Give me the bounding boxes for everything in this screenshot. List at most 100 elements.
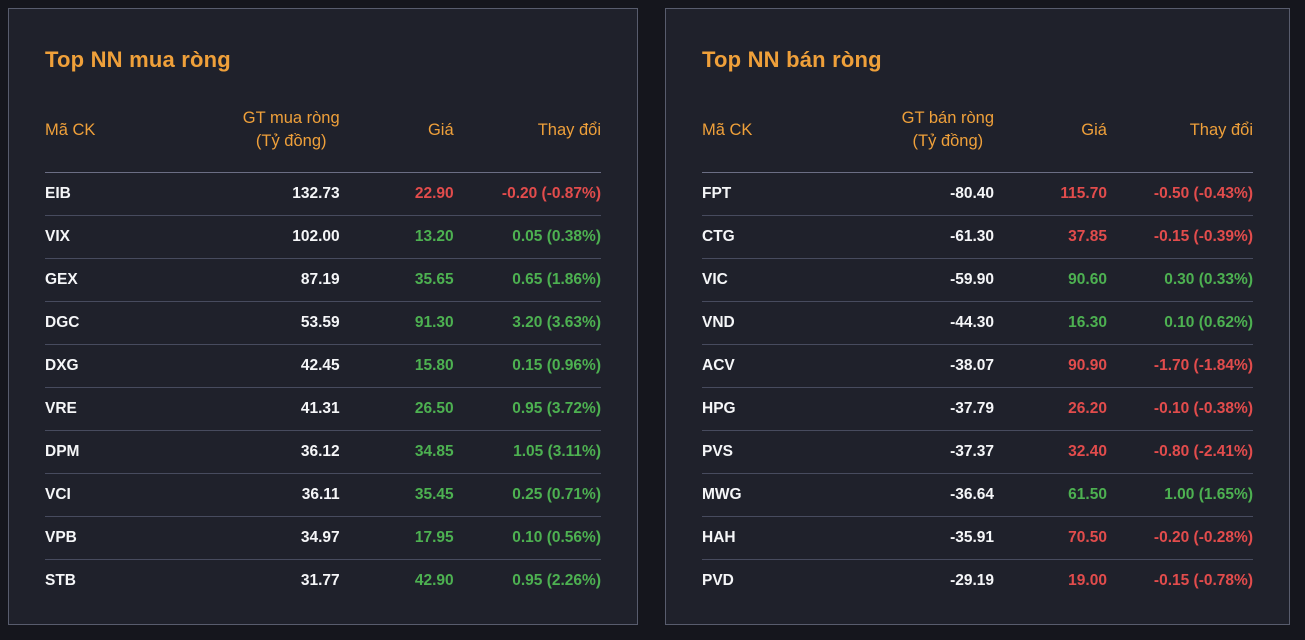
net-value-cell: -35.91 (851, 516, 994, 559)
price-cell: 42.90 (340, 559, 454, 602)
column-header-net-value: GT bán ròng (Tỷ đồng) (851, 97, 994, 172)
net-value-cell: -80.40 (851, 172, 994, 215)
table-header-row: Mã CK GT bán ròng (Tỷ đồng) Giá Thay đổi (702, 97, 1253, 172)
price-cell: 34.85 (340, 430, 454, 473)
net-value-cell: -37.37 (851, 430, 994, 473)
change-cell: -0.80 (-2.41%) (1107, 430, 1253, 473)
symbol-cell: HPG (702, 387, 851, 430)
top-foreign-net-buy-panel: Top NN mua ròng Mã CK GT mua ròng (Tỷ đồ… (8, 8, 638, 625)
symbol-cell: FPT (702, 172, 851, 215)
symbol-cell: VPB (45, 516, 195, 559)
table-row[interactable]: HAH-35.9170.50-0.20 (-0.28%) (702, 516, 1253, 559)
table-row[interactable]: VIX102.0013.200.05 (0.38%) (45, 215, 601, 258)
change-cell: 0.15 (0.96%) (454, 344, 601, 387)
column-header-symbol: Mã CK (702, 97, 851, 172)
column-header-net-value: GT mua ròng (Tỷ đồng) (195, 97, 340, 172)
table-row[interactable]: VIC-59.9090.600.30 (0.33%) (702, 258, 1253, 301)
price-cell: 26.20 (994, 387, 1107, 430)
table-row[interactable]: ACV-38.0790.90-1.70 (-1.84%) (702, 344, 1253, 387)
table-row[interactable]: PVD-29.1919.00-0.15 (-0.78%) (702, 559, 1253, 602)
symbol-cell: VRE (45, 387, 195, 430)
net-value-cell: 41.31 (195, 387, 340, 430)
table-row[interactable]: DXG42.4515.800.15 (0.96%) (45, 344, 601, 387)
column-header-net-value-label: GT mua ròng (243, 107, 340, 130)
change-cell: 0.05 (0.38%) (454, 215, 601, 258)
net-value-cell: -37.79 (851, 387, 994, 430)
net-value-cell: -59.90 (851, 258, 994, 301)
net-buy-table: Mã CK GT mua ròng (Tỷ đồng) Giá Thay đổi… (45, 97, 601, 602)
table-row[interactable]: DPM36.1234.851.05 (3.11%) (45, 430, 601, 473)
price-cell: 35.65 (340, 258, 454, 301)
price-cell: 115.70 (994, 172, 1107, 215)
change-cell: -0.20 (-0.87%) (454, 172, 601, 215)
column-header-net-value-unit: (Tỷ đồng) (243, 130, 340, 153)
price-cell: 17.95 (340, 516, 454, 559)
change-cell: 0.95 (2.26%) (454, 559, 601, 602)
table-row[interactable]: PVS-37.3732.40-0.80 (-2.41%) (702, 430, 1253, 473)
price-cell: 15.80 (340, 344, 454, 387)
column-header-price: Giá (340, 97, 454, 172)
table-row[interactable]: VND-44.3016.300.10 (0.62%) (702, 301, 1253, 344)
net-value-cell: 102.00 (195, 215, 340, 258)
symbol-cell: VND (702, 301, 851, 344)
symbol-cell: VCI (45, 473, 195, 516)
symbol-cell: ACV (702, 344, 851, 387)
price-cell: 35.45 (340, 473, 454, 516)
table-row[interactable]: STB31.7742.900.95 (2.26%) (45, 559, 601, 602)
price-cell: 32.40 (994, 430, 1107, 473)
price-cell: 91.30 (340, 301, 454, 344)
net-value-cell: 87.19 (195, 258, 340, 301)
price-cell: 26.50 (340, 387, 454, 430)
change-cell: -0.50 (-0.43%) (1107, 172, 1253, 215)
change-cell: 0.10 (0.56%) (454, 516, 601, 559)
net-value-cell: 132.73 (195, 172, 340, 215)
table-row[interactable]: VPB34.9717.950.10 (0.56%) (45, 516, 601, 559)
change-cell: 0.30 (0.33%) (1107, 258, 1253, 301)
symbol-cell: VIX (45, 215, 195, 258)
table-row[interactable]: EIB132.7322.90-0.20 (-0.87%) (45, 172, 601, 215)
change-cell: 0.10 (0.62%) (1107, 301, 1253, 344)
symbol-cell: PVS (702, 430, 851, 473)
change-cell: -0.20 (-0.28%) (1107, 516, 1253, 559)
net-sell-table: Mã CK GT bán ròng (Tỷ đồng) Giá Thay đổi… (702, 97, 1253, 602)
symbol-cell: DXG (45, 344, 195, 387)
table-row[interactable]: FPT-80.40115.70-0.50 (-0.43%) (702, 172, 1253, 215)
change-cell: 0.25 (0.71%) (454, 473, 601, 516)
table-row[interactable]: HPG-37.7926.20-0.10 (-0.38%) (702, 387, 1253, 430)
price-cell: 13.20 (340, 215, 454, 258)
price-cell: 16.30 (994, 301, 1107, 344)
change-cell: 0.65 (1.86%) (454, 258, 601, 301)
net-value-cell: -36.64 (851, 473, 994, 516)
panel-title-net-buy: Top NN mua ròng (45, 47, 601, 73)
symbol-cell: CTG (702, 215, 851, 258)
price-cell: 90.60 (994, 258, 1107, 301)
net-value-cell: -44.30 (851, 301, 994, 344)
table-row[interactable]: CTG-61.3037.85-0.15 (-0.39%) (702, 215, 1253, 258)
symbol-cell: PVD (702, 559, 851, 602)
table-row[interactable]: DGC53.5991.303.20 (3.63%) (45, 301, 601, 344)
column-header-net-value-unit: (Tỷ đồng) (902, 130, 994, 153)
symbol-cell: EIB (45, 172, 195, 215)
symbol-cell: VIC (702, 258, 851, 301)
change-cell: -0.15 (-0.39%) (1107, 215, 1253, 258)
column-header-price: Giá (994, 97, 1107, 172)
price-cell: 70.50 (994, 516, 1107, 559)
symbol-cell: GEX (45, 258, 195, 301)
table-row[interactable]: MWG-36.6461.501.00 (1.65%) (702, 473, 1253, 516)
change-cell: 1.00 (1.65%) (1107, 473, 1253, 516)
net-value-cell: -61.30 (851, 215, 994, 258)
table-header-row: Mã CK GT mua ròng (Tỷ đồng) Giá Thay đổi (45, 97, 601, 172)
net-value-cell: 36.12 (195, 430, 340, 473)
column-header-change: Thay đổi (1107, 97, 1253, 172)
change-cell: -0.10 (-0.38%) (1107, 387, 1253, 430)
column-header-change: Thay đổi (454, 97, 601, 172)
table-row[interactable]: VCI36.1135.450.25 (0.71%) (45, 473, 601, 516)
price-cell: 61.50 (994, 473, 1107, 516)
table-row[interactable]: GEX87.1935.650.65 (1.86%) (45, 258, 601, 301)
net-value-cell: 34.97 (195, 516, 340, 559)
change-cell: 0.95 (3.72%) (454, 387, 601, 430)
net-value-cell: -38.07 (851, 344, 994, 387)
table-row[interactable]: VRE41.3126.500.95 (3.72%) (45, 387, 601, 430)
symbol-cell: DPM (45, 430, 195, 473)
change-cell: -0.15 (-0.78%) (1107, 559, 1253, 602)
